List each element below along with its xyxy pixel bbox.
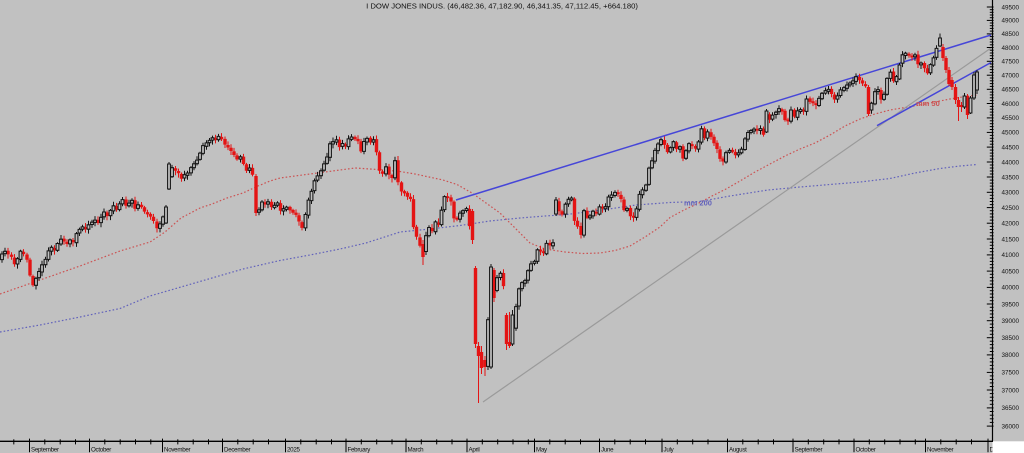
svg-text:45000: 45000 <box>1002 130 1020 137</box>
svg-text:40500: 40500 <box>1002 268 1020 275</box>
svg-text:July: July <box>664 447 675 453</box>
svg-text:38000: 38000 <box>1002 352 1020 359</box>
svg-text:April: April <box>469 447 480 453</box>
svg-text:44500: 44500 <box>1002 144 1020 151</box>
svg-text:September: September <box>31 447 59 453</box>
svg-text:October: October <box>856 447 876 453</box>
svg-text:39500: 39500 <box>1002 301 1020 308</box>
svg-text:49000: 49000 <box>1002 18 1020 25</box>
svg-text:November: November <box>927 447 954 453</box>
svg-text:44000: 44000 <box>1002 159 1020 166</box>
svg-text:42000: 42000 <box>1002 221 1020 228</box>
svg-text:41500: 41500 <box>1002 236 1020 243</box>
svg-text:48000: 48000 <box>1002 45 1020 52</box>
svg-text:38500: 38500 <box>1002 335 1020 342</box>
svg-text:42500: 42500 <box>1002 205 1020 212</box>
svg-text:June: June <box>601 447 614 453</box>
svg-text:37500: 37500 <box>1002 370 1020 377</box>
svg-text:I DOW JONES INDUS. (46,482.36,: I DOW JONES INDUS. (46,482.36, 47,182.90… <box>366 2 638 11</box>
svg-text:47000: 47000 <box>1002 73 1020 80</box>
svg-text:February: February <box>348 447 372 453</box>
svg-text:43500: 43500 <box>1002 174 1020 181</box>
svg-text:45500: 45500 <box>1002 115 1020 122</box>
svg-text:40000: 40000 <box>1002 285 1020 292</box>
svg-text:mm 200: mm 200 <box>684 199 712 208</box>
svg-text:46500: 46500 <box>1002 87 1020 94</box>
svg-text:May: May <box>536 447 548 453</box>
svg-text:October: October <box>91 447 111 453</box>
svg-text:2025: 2025 <box>287 447 300 453</box>
svg-text:36000: 36000 <box>1002 423 1020 430</box>
svg-text:November: November <box>164 447 191 453</box>
svg-text:December: December <box>224 447 251 453</box>
svg-text:39000: 39000 <box>1002 318 1020 325</box>
svg-text:49500: 49500 <box>1002 4 1020 11</box>
svg-text:September: September <box>795 447 823 453</box>
svg-text:March: March <box>408 447 425 453</box>
svg-text:37000: 37000 <box>1002 387 1020 394</box>
svg-text:46000: 46000 <box>1002 101 1020 108</box>
svg-text:48500: 48500 <box>1002 31 1020 38</box>
svg-text:41000: 41000 <box>1002 252 1020 259</box>
svg-text:August: August <box>729 447 747 453</box>
svg-text:36500: 36500 <box>1002 405 1020 412</box>
svg-text:43000: 43000 <box>1002 190 1020 197</box>
svg-text:December: December <box>990 447 1017 453</box>
svg-text:mm 50: mm 50 <box>916 99 940 108</box>
svg-text:47500: 47500 <box>1002 59 1020 66</box>
